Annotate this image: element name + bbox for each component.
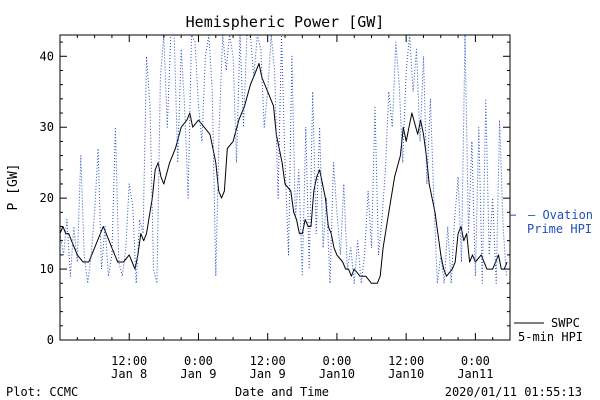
x-tick-label-time: 12:00 bbox=[250, 354, 286, 368]
x-axis-label: Date and Time bbox=[235, 385, 329, 399]
footer-plot-credit: Plot: CCMC bbox=[6, 385, 78, 399]
x-tick-label-date: Jan 8 bbox=[111, 367, 147, 381]
x-tick-label-time: 0:00 bbox=[184, 354, 213, 368]
x-tick-label-date: Jan11 bbox=[457, 367, 493, 381]
x-tick-label-time: 12:00 bbox=[388, 354, 424, 368]
x-tick-label-date: Jan10 bbox=[319, 367, 355, 381]
y-tick-label: 40 bbox=[40, 49, 54, 63]
x-tick-label-time: 0:00 bbox=[322, 354, 351, 368]
y-tick-label: 20 bbox=[40, 191, 54, 205]
x-tick-label-date: Jan10 bbox=[388, 367, 424, 381]
legend-swpc-line1: SWPC bbox=[551, 316, 580, 330]
x-tick-label-date: Jan 9 bbox=[250, 367, 286, 381]
x-tick-label-date: Jan 9 bbox=[180, 367, 216, 381]
y-tick-label: 10 bbox=[40, 262, 54, 276]
chart-title: Hemispheric Power [GW] bbox=[186, 13, 385, 31]
legend-ovation-line2: Prime HPI bbox=[527, 222, 592, 236]
plot-frame bbox=[59, 34, 511, 341]
y-axis-label: P [GW] bbox=[6, 164, 21, 211]
legend-ovation-line1: – Ovation bbox=[528, 208, 593, 222]
footer-timestamp: 2020/01/11 01:55:13 bbox=[445, 385, 582, 399]
y-tick-label: 0 bbox=[47, 333, 54, 347]
series-line-swpc bbox=[60, 62, 508, 284]
x-tick-label-time: 12:00 bbox=[111, 354, 147, 368]
legend-swpc-line2: 5-min HPI bbox=[518, 330, 583, 344]
y-tick-label: 30 bbox=[40, 120, 54, 134]
x-tick-label-time: 0:00 bbox=[461, 354, 490, 368]
